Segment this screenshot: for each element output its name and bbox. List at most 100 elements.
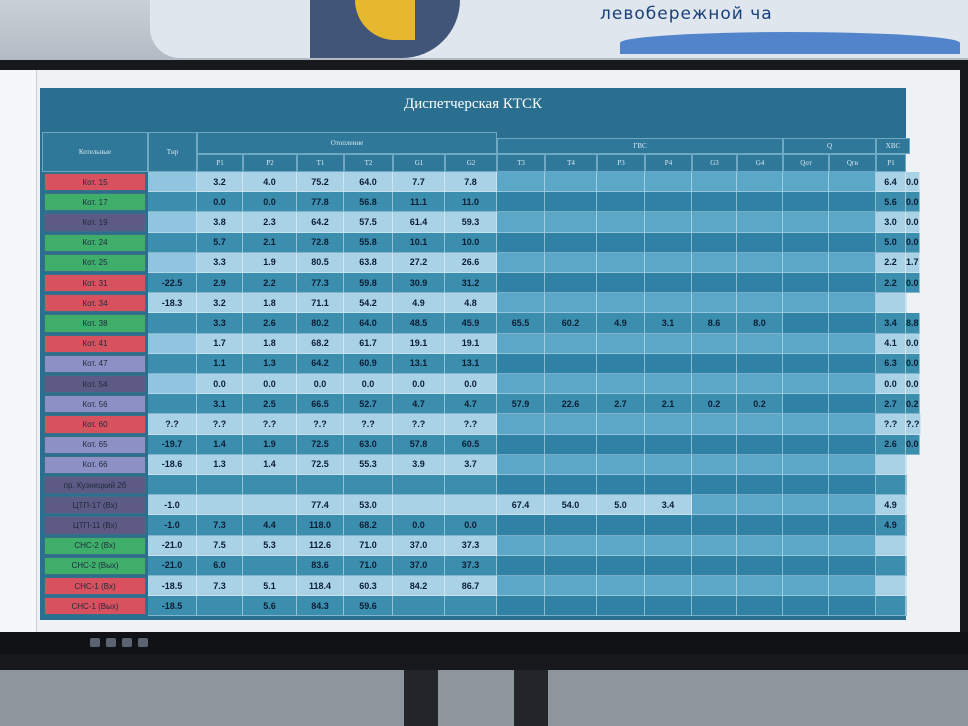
data-cell: [597, 293, 645, 314]
data-cell: [597, 273, 645, 294]
data-cell: 0.0: [445, 515, 497, 536]
boiler-label[interactable]: Кот. 60: [44, 415, 146, 434]
data-cell: [597, 596, 645, 617]
empty-cell: [783, 353, 829, 374]
taskbar-app-icon[interactable]: [138, 638, 148, 647]
data-cell: [497, 273, 545, 294]
data-cell: [645, 515, 692, 536]
data-cell: 3.1: [645, 313, 692, 334]
data-cell: [148, 394, 197, 415]
data-cell: 2.7: [597, 394, 645, 415]
data-cell: 72.5: [297, 434, 344, 455]
data-cell: 0.0: [243, 192, 297, 213]
data-cell: [545, 454, 597, 475]
boiler-label[interactable]: Кот. 41: [44, 334, 146, 353]
boiler-label[interactable]: Кот. 56: [44, 395, 146, 414]
data-cell: -21.0: [148, 555, 197, 576]
data-cell: [545, 353, 597, 374]
boiler-label[interactable]: ЦТП-17 (Вх): [44, 496, 146, 515]
data-cell: 7.7: [393, 172, 445, 193]
data-cell: [497, 192, 545, 213]
boiler-label[interactable]: Кот. 24: [44, 233, 146, 252]
empty-cell: [829, 434, 876, 455]
empty-cell: [783, 273, 829, 294]
boiler-label[interactable]: пр. Кузнецкий 2б: [44, 476, 146, 495]
data-cell: [197, 596, 243, 617]
boiler-label[interactable]: Кот. 54: [44, 375, 146, 394]
empty-cell: [783, 293, 829, 314]
data-cell: [497, 596, 545, 617]
data-cell: [497, 515, 545, 536]
data-cell: [737, 374, 783, 395]
data-cell: 60.3: [344, 576, 393, 597]
data-cell: [597, 353, 645, 374]
data-cell: 2.6: [876, 434, 906, 455]
data-cell: [692, 172, 737, 193]
data-cell: 75.2: [297, 172, 344, 193]
boiler-label[interactable]: СНС-1 (Вых): [44, 597, 146, 616]
data-cell: [737, 232, 783, 253]
data-cell: 1.7: [197, 333, 243, 354]
data-cell: 3.9: [393, 454, 445, 475]
boiler-label[interactable]: СНС-2 (Вх): [44, 536, 146, 555]
data-cell: 112.6: [297, 535, 344, 556]
empty-cell: [829, 515, 876, 536]
boiler-label[interactable]: Кот. 65: [44, 435, 146, 454]
data-cell: [737, 333, 783, 354]
taskbar-app-icon[interactable]: [122, 638, 132, 647]
boiler-label[interactable]: Кот. 34: [44, 294, 146, 313]
empty-cell: [829, 192, 876, 213]
boiler-label[interactable]: Кот. 17: [44, 193, 146, 212]
boiler-label[interactable]: Кот. 31: [44, 274, 146, 293]
data-cell: 77.8: [297, 192, 344, 213]
data-cell: 2.1: [243, 232, 297, 253]
boiler-label[interactable]: Кот. 38: [44, 314, 146, 333]
data-cell: 0.0: [906, 353, 920, 374]
boiler-label[interactable]: Кот. 47: [44, 354, 146, 373]
boiler-label[interactable]: СНС-2 (Вых): [44, 556, 146, 575]
boiler-label[interactable]: СНС-1 (Вх): [44, 577, 146, 596]
data-cell: 19.1: [393, 333, 445, 354]
empty-cell: [783, 495, 829, 516]
data-cell: -18.3: [148, 293, 197, 314]
boiler-label[interactable]: Кот. 19: [44, 213, 146, 232]
data-cell: 4.9: [597, 313, 645, 334]
boiler-label[interactable]: ЦТП-11 (Вх): [44, 516, 146, 535]
data-cell: 64.0: [344, 172, 393, 193]
data-cell: 2.7: [876, 394, 906, 415]
desktop-side-panel: [0, 70, 37, 640]
boiler-label[interactable]: Кот. 15: [44, 173, 146, 192]
taskbar-start-icon[interactable]: [90, 638, 100, 647]
data-cell: 60.5: [445, 434, 497, 455]
data-cell: 84.2: [393, 576, 445, 597]
data-cell: [692, 576, 737, 597]
data-cell: [545, 333, 597, 354]
empty-cell: [783, 596, 829, 617]
data-cell: 3.4: [876, 313, 906, 334]
header-heating: Отопление: [197, 132, 497, 154]
data-cell: ?.?: [393, 414, 445, 435]
column-header: P4: [645, 154, 692, 172]
data-cell: 4.9: [876, 495, 906, 516]
data-cell: ?.?: [876, 414, 906, 435]
data-cell: [876, 454, 906, 475]
data-cell: 6.0: [197, 555, 243, 576]
data-cell: [597, 232, 645, 253]
boiler-label[interactable]: Кот. 66: [44, 455, 146, 474]
data-cell: [645, 475, 692, 496]
data-cell: 1.3: [197, 454, 243, 475]
taskbar-search-icon[interactable]: [106, 638, 116, 647]
boiler-label[interactable]: Кот. 25: [44, 253, 146, 272]
empty-cell: [783, 212, 829, 233]
data-cell: 67.4: [497, 495, 545, 516]
data-cell: [876, 555, 906, 576]
data-cell: ?.?: [197, 414, 243, 435]
empty-cell: [783, 192, 829, 213]
data-cell: [737, 535, 783, 556]
data-cell: [545, 434, 597, 455]
data-cell: 63.8: [344, 252, 393, 273]
taskbar[interactable]: [0, 632, 968, 654]
data-cell: [645, 172, 692, 193]
data-cell: 0.0: [344, 374, 393, 395]
data-cell: 72.5: [297, 454, 344, 475]
